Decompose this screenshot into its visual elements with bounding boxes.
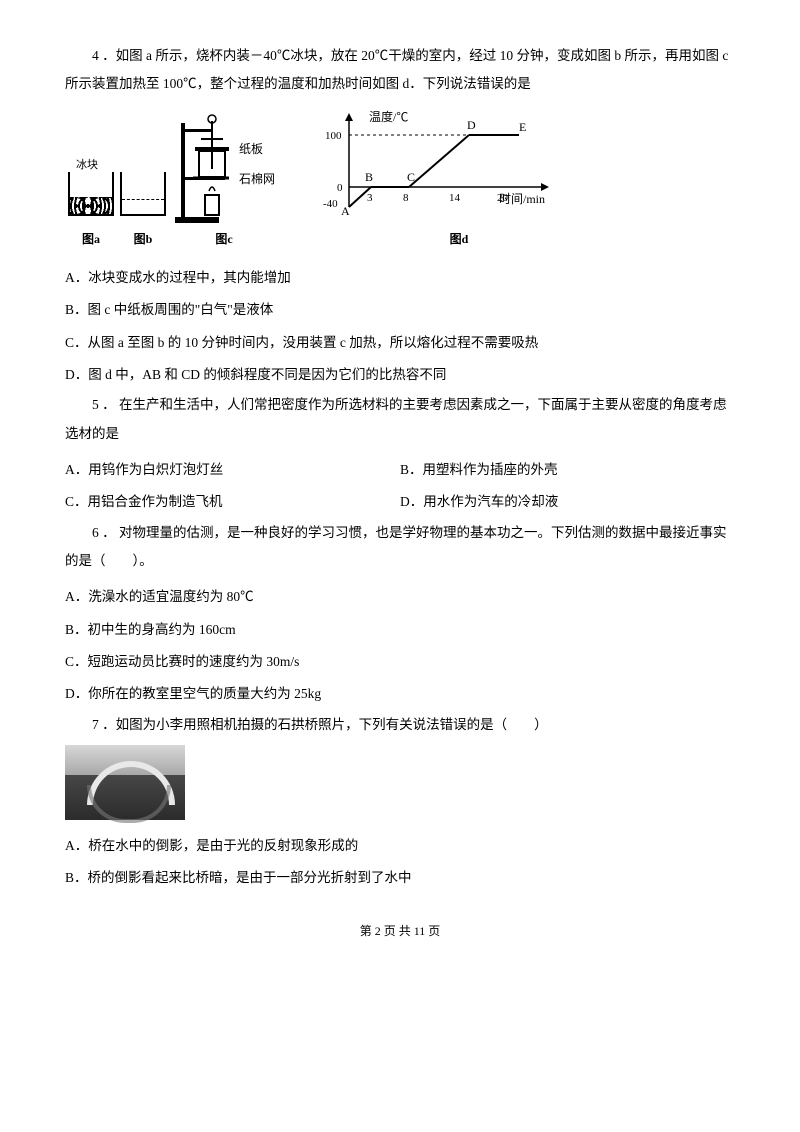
figure-b-caption: 图b (117, 227, 169, 252)
q6-option-d: D．你所在的教室里空气的质量大约为 25kg (65, 678, 735, 710)
q6-option-a: A．洗澡水的适宜温度约为 80℃ (65, 581, 735, 613)
q5-text: 5 ． 在生产和生活中，人们常把密度作为所选材料的主要考虑因素成之一，下面属于主… (65, 391, 735, 448)
q6-text: 6 ． 对物理量的估测，是一种良好的学习习惯，也是学好物理的基本功之一。下列估测… (65, 519, 735, 576)
q5-option-b: B．用塑料作为插座的外壳 (400, 454, 735, 486)
q4-option-d: D．图 d 中，AB 和 CD 的倾斜程度不同是因为它们的比热容不同 (65, 359, 735, 391)
q4-figures: 冰块 图a 图b (65, 107, 735, 252)
svg-text:温度/℃: 温度/℃ (369, 109, 408, 124)
footer-total: 11 (414, 924, 426, 938)
svg-text:0: 0 (337, 182, 343, 194)
figure-a-caption: 图a (65, 227, 117, 252)
q7-option-b: B．桥的倒影看起来比桥暗，是由于一部分光折射到了水中 (65, 862, 735, 894)
q4-option-b: B．图 c 中纸板周围的"白气"是液体 (65, 294, 735, 326)
asbestos-mesh-label: 石棉网 (239, 167, 275, 192)
ice-label: 冰块 (76, 154, 98, 177)
footer-suffix: 页 (425, 924, 440, 938)
figure-c-caption: 图c (169, 227, 279, 252)
svg-text:8: 8 (403, 192, 409, 204)
svg-text:E: E (519, 120, 526, 134)
q7-option-a: A．桥在水中的倒影，是由于光的反射现象形成的 (65, 830, 735, 862)
svg-text:时间/min: 时间/min (499, 192, 545, 206)
q5-option-c: C．用铝合金作为制造飞机 (65, 486, 400, 518)
q7-text: 7 ．如图为小李用照相机拍摄的石拱桥照片，下列有关说法错误的是（ ） (65, 711, 735, 739)
q4-option-a: A．冰块变成水的过程中，其内能增加 (65, 262, 735, 294)
bridge-photo (65, 745, 185, 820)
paper-board-label: 纸板 (239, 137, 263, 162)
svg-text:B: B (365, 170, 373, 184)
q5-option-d: D．用水作为汽车的冷却液 (400, 486, 735, 518)
page-footer: 第 2 页 共 11 页 (65, 919, 735, 944)
svg-text:14: 14 (449, 192, 461, 204)
q6-option-b: B．初中生的身高约为 160cm (65, 614, 735, 646)
figure-d-chart: -40 0 100 3 8 14 20 A B C D E (319, 107, 559, 252)
svg-text:C: C (407, 170, 415, 184)
svg-text:-40: -40 (323, 198, 338, 210)
q5-option-a: A．用钨作为白炽灯泡灯丝 (65, 454, 400, 486)
svg-text:A: A (341, 204, 350, 218)
svg-text:100: 100 (325, 130, 342, 142)
footer-prefix: 第 (360, 924, 375, 938)
figure-c-apparatus: 纸板 石棉网 图c (169, 107, 279, 252)
figure-b-beaker (120, 172, 166, 216)
svg-text:3: 3 (367, 192, 373, 204)
q6-option-c: C．短跑运动员比赛时的速度约为 30m/s (65, 646, 735, 678)
figure-a-beaker: 冰块 (68, 172, 114, 216)
q4-text: 4 ．如图 a 所示，烧杯内装－40℃冰块，放在 20℃干燥的室内，经过 10 … (65, 42, 735, 99)
figure-d-caption: 图d (359, 227, 559, 252)
footer-mid: 页 共 (381, 924, 414, 938)
q4-option-c: C．从图 a 至图 b 的 10 分钟时间内，没用装置 c 加热，所以熔化过程不… (65, 327, 735, 359)
svg-text:D: D (467, 118, 476, 132)
